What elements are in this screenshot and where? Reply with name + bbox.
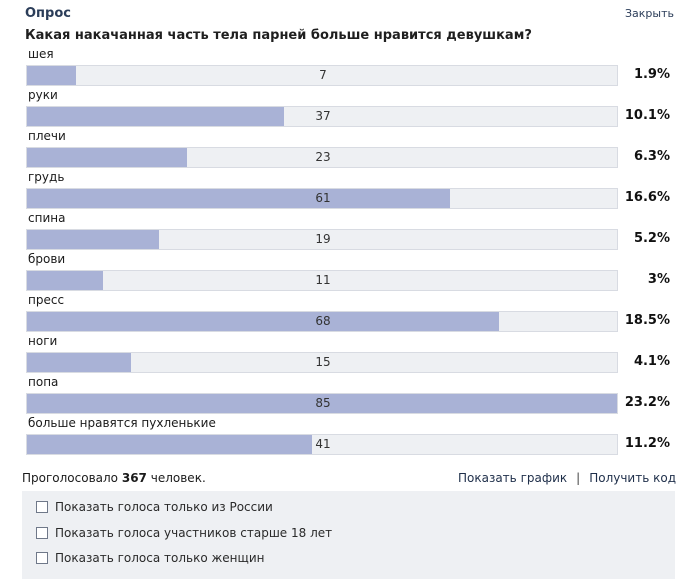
poll-option: спина 19 5.2%: [26, 209, 676, 250]
vote-bar[interactable]: 23: [26, 147, 618, 168]
poll-option: шея 7 1.9%: [26, 45, 676, 86]
vote-bar[interactable]: 41: [26, 434, 618, 455]
vote-percent: 10.1%: [624, 108, 670, 123]
vote-bar[interactable]: 15: [26, 352, 618, 373]
vote-count: 23: [315, 150, 331, 164]
vote-count: 61: [315, 191, 331, 205]
poll-option: пресс 68 18.5%: [26, 291, 676, 332]
vote-percent: 3%: [647, 272, 670, 287]
poll-option: руки 37 10.1%: [26, 86, 676, 127]
option-label: попа: [28, 375, 59, 389]
vote-bar[interactable]: 11: [26, 270, 618, 291]
link-separator: |: [576, 471, 581, 485]
option-label: больше нравятся пухленькие: [28, 416, 216, 430]
vote-bar-fill: [27, 230, 159, 249]
voted-prefix: Проголосовало: [22, 471, 119, 485]
vote-filters: Показать голоса только из России Показат…: [22, 491, 675, 579]
poll-option: попа 85 23.2%: [26, 373, 676, 414]
vote-count: 19: [315, 232, 331, 246]
vote-bar[interactable]: 19: [26, 229, 618, 250]
option-label: плечи: [28, 129, 66, 143]
vote-bar-fill: [27, 312, 499, 331]
vote-percent: 16.6%: [624, 190, 670, 205]
filter-over-18[interactable]: Показать голоса участников старше 18 лет: [36, 524, 332, 542]
filter-label: Показать голоса участников старше 18 лет: [55, 526, 333, 540]
vote-bar-fill: [27, 148, 187, 167]
poll-options: шея 7 1.9% руки 37 10.1% плечи 23 6.3% г…: [26, 45, 676, 455]
option-label: руки: [28, 88, 58, 102]
poll-option: плечи 23 6.3%: [26, 127, 676, 168]
vote-bar-fill: [27, 189, 451, 208]
vote-bar-fill: [27, 435, 312, 454]
option-label: брови: [28, 252, 66, 266]
vote-bar-fill: [27, 107, 284, 126]
filter-label: Показать голоса только женщин: [55, 551, 265, 565]
get-code-link[interactable]: Получить код: [589, 471, 676, 485]
voted-count: 367: [121, 471, 147, 485]
vote-bar[interactable]: 68: [26, 311, 618, 332]
vote-percent: 11.2%: [624, 436, 670, 451]
vote-bar[interactable]: 61: [26, 188, 618, 209]
vote-percent: 5.2%: [633, 231, 670, 246]
vote-percent: 4.1%: [633, 354, 670, 369]
vote-count: 15: [315, 355, 331, 369]
filter-women[interactable]: Показать голоса только женщин: [36, 549, 264, 567]
vote-count: 68: [315, 314, 331, 328]
poll-question: Какая накачанная часть тела парней больш…: [25, 28, 532, 43]
vote-bar-fill: [27, 271, 104, 290]
filter-checkbox[interactable]: [36, 552, 48, 564]
vote-count: 37: [315, 109, 331, 123]
voted-summary: Проголосовало 367 человек.: [22, 471, 206, 485]
vote-bar-fill: [27, 394, 617, 413]
vote-bar-fill: [27, 353, 132, 372]
vote-count: 85: [315, 396, 331, 410]
poll-title: Опрос: [25, 6, 71, 21]
vote-count: 41: [315, 437, 331, 451]
vote-percent: 18.5%: [624, 313, 670, 328]
vote-bar[interactable]: 85: [26, 393, 618, 414]
vote-bar[interactable]: 37: [26, 106, 618, 127]
option-label: пресс: [28, 293, 65, 307]
poll-option: брови 11 3%: [26, 250, 676, 291]
filter-russia[interactable]: Показать голоса только из России: [36, 498, 273, 516]
vote-count: 11: [315, 273, 331, 287]
footer-links: Показать график | Получить код: [458, 471, 676, 485]
option-label: спина: [28, 211, 66, 225]
close-link[interactable]: Закрыть: [625, 7, 674, 20]
poll-option: ноги 15 4.1%: [26, 332, 676, 373]
option-label: грудь: [28, 170, 65, 184]
vote-bar[interactable]: 7: [26, 65, 618, 86]
filter-checkbox[interactable]: [36, 501, 48, 513]
vote-count: 7: [319, 68, 327, 82]
show-graph-link[interactable]: Показать график: [457, 471, 568, 485]
vote-percent: 23.2%: [624, 395, 670, 410]
vote-percent: 6.3%: [633, 149, 670, 164]
filter-label: Показать голоса только из России: [55, 500, 273, 514]
voted-suffix: человек.: [150, 471, 206, 485]
poll-option: грудь 61 16.6%: [26, 168, 676, 209]
vote-bar-fill: [27, 66, 76, 85]
option-label: шея: [28, 47, 54, 61]
poll-option: больше нравятся пухленькие 41 11.2%: [26, 414, 676, 455]
vote-percent: 1.9%: [633, 67, 670, 82]
option-label: ноги: [28, 334, 58, 348]
filter-checkbox[interactable]: [36, 527, 48, 539]
